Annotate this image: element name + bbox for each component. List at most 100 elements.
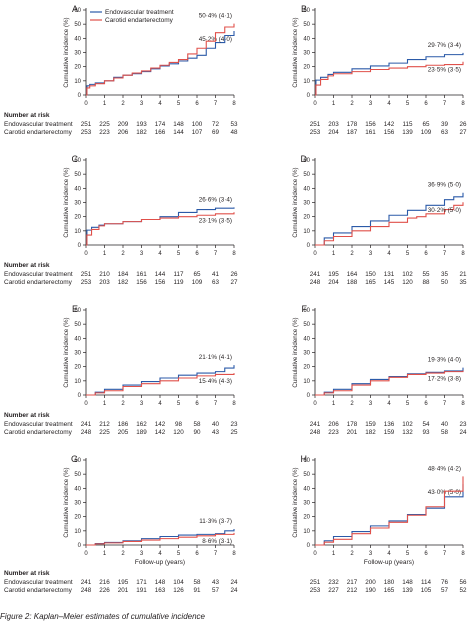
x-tick-label: 7	[443, 251, 447, 257]
risk-count: 232	[328, 579, 339, 586]
risk-count: 144	[155, 271, 166, 278]
risk-row-label: Carotid endarterectomy	[4, 129, 73, 136]
y-tick-label: 30	[74, 201, 81, 207]
risk-count: 178	[347, 121, 358, 128]
risk-header: Number at risk	[4, 412, 50, 419]
x-tick-label: 1	[103, 401, 107, 407]
risk-count: 156	[384, 129, 395, 136]
x-tick-label: 6	[424, 401, 428, 407]
x-tick-label: 0	[313, 551, 317, 557]
y-tick-label: 0	[78, 243, 82, 249]
risk-count: 251	[310, 121, 321, 128]
y-tick-label: 20	[74, 215, 81, 221]
y-tick-label: 0	[307, 393, 311, 399]
legend-label: Carotid endarterectomy	[105, 17, 174, 24]
y-axis-label: Cumulative incidence (%)	[63, 467, 70, 537]
series-line-endarterectomy	[315, 476, 464, 546]
risk-row-label: Endovascular treatment	[4, 421, 73, 428]
x-tick-label: 0	[84, 101, 88, 107]
y-tick-label: 0	[307, 93, 311, 99]
x-tick-label: 1	[332, 401, 336, 407]
panel-d: D 0 10 20 30 40 50 60 0 1 2 3 4 5 6 7 8 Cumulative incide…	[292, 154, 467, 286]
risk-count: 115	[402, 121, 413, 128]
y-tick-label: 60	[303, 8, 310, 14]
risk-count: 72	[212, 121, 220, 128]
risk-count: 180	[384, 579, 395, 586]
x-tick-label: 4	[158, 551, 162, 557]
y-tick-label: 20	[74, 365, 81, 371]
risk-count: 165	[365, 279, 376, 286]
series-line-endarterectomy	[315, 370, 464, 396]
risk-count: 126	[173, 587, 184, 594]
x-tick-label: 7	[214, 401, 218, 407]
end-annotation: 17·2% (3·8)	[428, 376, 461, 383]
risk-count: 187	[347, 129, 358, 136]
x-tick-label: 1	[332, 101, 336, 107]
y-tick-label: 20	[303, 515, 310, 521]
risk-count: 184	[118, 271, 129, 278]
x-tick-label: 7	[214, 251, 218, 257]
risk-count: 43	[212, 579, 220, 586]
risk-count: 248	[310, 429, 321, 436]
x-tick-label: 4	[158, 251, 162, 257]
end-annotation: 48·4% (4·2)	[428, 465, 461, 472]
risk-count: 58	[193, 421, 201, 428]
x-tick-label: 7	[443, 551, 447, 557]
y-axis-label: Cumulative incidence (%)	[292, 317, 299, 387]
end-annotation: 19·3% (4·0)	[428, 357, 461, 364]
risk-count: 100	[192, 121, 203, 128]
end-annotation: 23·5% (3·5)	[428, 67, 461, 74]
y-tick-label: 0	[78, 543, 82, 549]
y-tick-label: 20	[303, 215, 310, 221]
x-tick-label: 8	[232, 251, 236, 257]
risk-count: 120	[173, 429, 184, 436]
risk-count: 182	[136, 129, 147, 136]
series-line-endarterectomy	[86, 373, 235, 396]
y-tick-label: 40	[74, 186, 81, 192]
risk-count: 226	[99, 587, 110, 594]
risk-count: 159	[365, 421, 376, 428]
y-tick-label: 40	[74, 486, 81, 492]
risk-count: 93	[422, 429, 430, 436]
x-tick-label: 2	[350, 551, 354, 557]
risk-count: 63	[441, 129, 449, 136]
risk-count: 174	[155, 121, 166, 128]
risk-count: 109	[421, 129, 432, 136]
risk-count: 24	[230, 587, 238, 594]
risk-count: 50	[441, 279, 449, 286]
risk-count: 63	[212, 279, 220, 286]
y-tick-label: 30	[74, 351, 81, 357]
y-tick-label: 10	[303, 379, 310, 385]
series-line-endarterectomy	[86, 212, 235, 246]
risk-count: 57	[441, 587, 449, 594]
risk-count: 91	[193, 587, 201, 594]
series-line-endarterectomy	[315, 202, 464, 246]
risk-count: 241	[310, 271, 321, 278]
y-tick-label: 40	[303, 36, 310, 42]
series-line-endovascular	[315, 52, 464, 96]
panel-b: B 0 10 20 30 40 50 60 0 1 2 3 4 5 6 7 8 Cumulative incide…	[292, 4, 467, 136]
risk-count: 131	[384, 271, 395, 278]
x-tick-label: 3	[369, 401, 373, 407]
end-annotation: 8·6% (3·1)	[202, 538, 232, 545]
risk-count: 225	[99, 121, 110, 128]
y-tick-label: 40	[303, 336, 310, 342]
risk-count: 171	[136, 579, 147, 586]
risk-count: 201	[347, 429, 358, 436]
end-annotation: 23·1% (3·5)	[199, 217, 232, 224]
risk-count: 225	[99, 429, 110, 436]
risk-count: 120	[402, 279, 413, 286]
end-annotation: 11·3% (3·7)	[199, 518, 232, 525]
y-axis-label: Cumulative incidence (%)	[63, 317, 70, 387]
risk-count: 69	[212, 129, 220, 136]
risk-count: 65	[422, 121, 430, 128]
risk-count: 23	[230, 421, 238, 428]
risk-count: 57	[212, 587, 220, 594]
y-tick-label: 40	[303, 186, 310, 192]
risk-count: 248	[310, 279, 321, 286]
risk-count: 162	[136, 421, 147, 428]
x-tick-label: 2	[350, 401, 354, 407]
y-tick-label: 0	[307, 543, 311, 549]
